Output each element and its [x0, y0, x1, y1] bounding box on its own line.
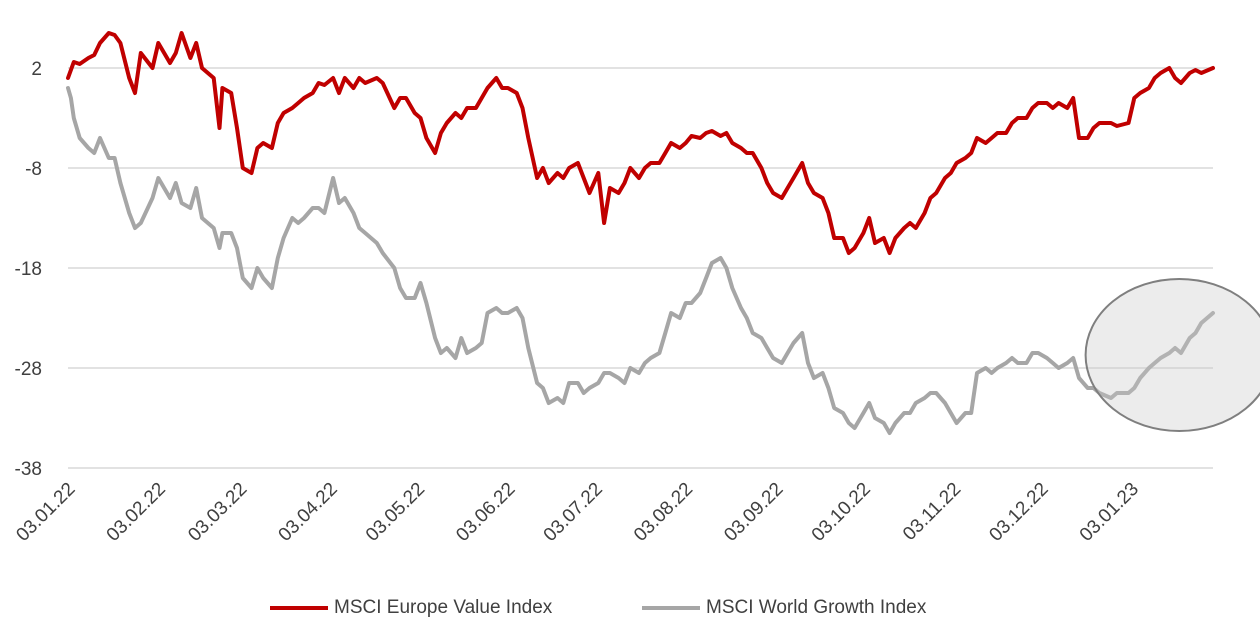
legend-swatch-world-growth — [642, 606, 700, 610]
x-tick-label: 03.01.22 — [12, 479, 79, 546]
x-tick-label: 03.02.22 — [103, 479, 170, 546]
y-tick-label: -38 — [15, 459, 42, 480]
series-line-europe-value — [66, 31, 1215, 255]
series-lines — [66, 31, 1215, 435]
highlight-ellipse-shape — [1084, 278, 1260, 432]
legend-item-europe-value: MSCI Europe Value Index — [270, 592, 552, 624]
x-tick-label: 03.06.22 — [452, 479, 519, 546]
series-line-world-growth — [66, 86, 1215, 435]
y-tick-label: 2 — [31, 59, 42, 80]
x-tick-label: 03.05.22 — [362, 479, 429, 546]
x-tick-label: 03.03.22 — [184, 479, 251, 546]
x-axis-ticks: 03.01.22 03.02.22 03.03.22 03.04.22 03.05.22… — [12, 479, 1143, 546]
y-tick-label: -8 — [25, 159, 42, 180]
x-tick-label: 03.09.22 — [720, 479, 787, 546]
x-tick-label: 03.11.22 — [899, 479, 965, 545]
y-tick-label: -28 — [15, 359, 42, 380]
line-chart: 2-8-18-28-38 03.01.22 03.02.22 03.03.22 03.… — [12, 31, 1260, 546]
legend-item-world-growth: MSCI World Growth Index — [642, 592, 926, 624]
x-tick-label: 03.04.22 — [275, 479, 342, 546]
y-tick-label: -18 — [15, 259, 42, 280]
legend-label-world-growth: MSCI World Growth Index — [706, 597, 927, 618]
x-tick-label: 03.01.23 — [1076, 479, 1143, 546]
legend-swatch-europe-value — [270, 606, 328, 610]
y-axis-ticks: 2 -8 -18 -28 -38 — [15, 59, 42, 480]
x-tick-label: 03.07.22 — [540, 479, 607, 546]
x-tick-label: 03.10.22 — [808, 479, 875, 546]
x-tick-label: 03.08.22 — [630, 479, 697, 546]
highlight-ellipse — [1084, 278, 1260, 432]
legend: MSCI Europe Value Index MSCI World Growt… — [0, 592, 1260, 624]
legend-label-europe-value: MSCI Europe Value Index — [334, 597, 553, 618]
x-tick-label: 03.12.22 — [985, 479, 1052, 546]
